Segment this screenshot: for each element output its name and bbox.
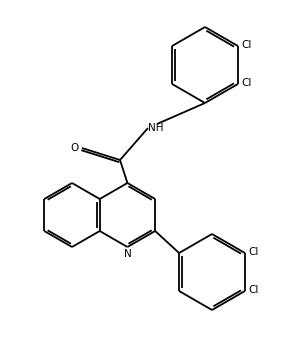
Text: Cl: Cl — [241, 78, 251, 88]
Text: Cl: Cl — [248, 285, 258, 295]
Text: Cl: Cl — [241, 40, 251, 50]
Text: O: O — [71, 143, 79, 153]
Text: NH: NH — [148, 123, 164, 133]
Text: Cl: Cl — [248, 247, 258, 257]
Text: N: N — [124, 249, 131, 259]
